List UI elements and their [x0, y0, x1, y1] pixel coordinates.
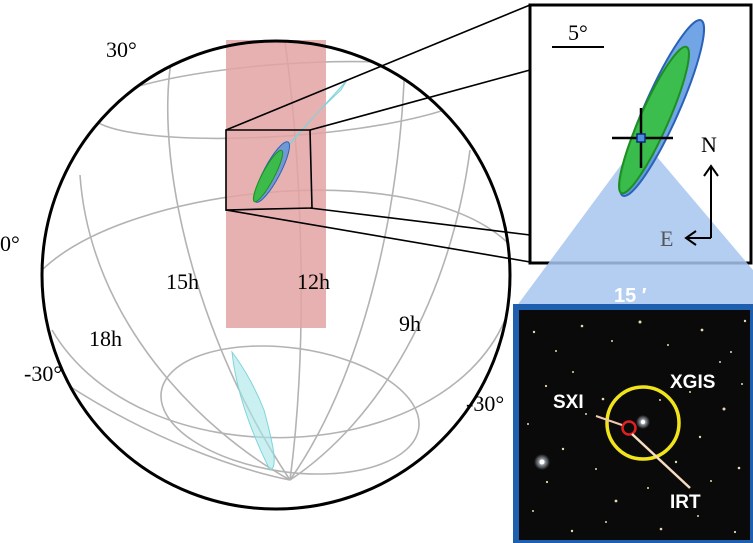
- scale-label: 5°: [568, 20, 588, 45]
- compass: [684, 164, 719, 246]
- zoom-funnel: [516, 138, 753, 307]
- ra-line-9h: [289, 57, 406, 481]
- connector-line: [309, 69, 531, 131]
- globe-outline: [40, 39, 512, 511]
- bright-star-core: [539, 459, 545, 465]
- connector-line: [309, 207, 531, 236]
- dec-label-plus30: 30°: [106, 37, 137, 62]
- xgis-label: XGIS: [670, 372, 715, 393]
- connector-line: [225, 4, 531, 131]
- sxi-pointer: [595, 415, 623, 426]
- north-label: N: [701, 132, 717, 157]
- connector-line: [225, 209, 531, 263]
- burst-position-marker: [636, 133, 646, 143]
- sxi-label: SXI: [553, 392, 584, 413]
- sxi-error-circle: [621, 420, 637, 436]
- ra-label-9h: 9h: [399, 311, 421, 336]
- zoom-panel: 5° N E 15 ′: [516, 3, 753, 307]
- error-region-green-small: [252, 149, 284, 203]
- skymap-contour-south: [231, 350, 275, 471]
- xgis-error-circle: [605, 385, 681, 461]
- dec-label-zero: 0°: [0, 231, 20, 256]
- irt-pointer: [631, 433, 691, 489]
- image-scale-label: 15 ′: [614, 285, 647, 307]
- east-arrowhead: [684, 230, 697, 246]
- fov-band: [226, 40, 326, 328]
- ra-line-18h: [79, 174, 291, 481]
- dec-line-minus30: [51, 319, 506, 439]
- host-star-core: [640, 419, 646, 425]
- irt-label: IRT: [670, 492, 701, 513]
- optical-image-frame: [513, 304, 753, 543]
- ra-line-21h: [59, 379, 291, 481]
- east-label: E: [660, 226, 673, 251]
- ra-line-6h: [289, 149, 471, 481]
- ra-label-18h: 18h: [89, 326, 122, 351]
- zoom-connectors: [225, 4, 531, 263]
- north-arrowhead: [703, 164, 719, 177]
- ra-label-15h: 15h: [166, 269, 199, 294]
- optical-image-panel: XGIS SXI IRT: [513, 304, 753, 543]
- sky-globe: 30° 0° -30° -30° 15h 12h 18h 9h: [0, 37, 512, 511]
- dec-line-minus60: [160, 345, 420, 475]
- dec-label-minus30-left: -30°: [24, 361, 62, 386]
- dec-label-minus30-right: -30°: [466, 391, 504, 416]
- ra-label-12h: 12h: [297, 269, 330, 294]
